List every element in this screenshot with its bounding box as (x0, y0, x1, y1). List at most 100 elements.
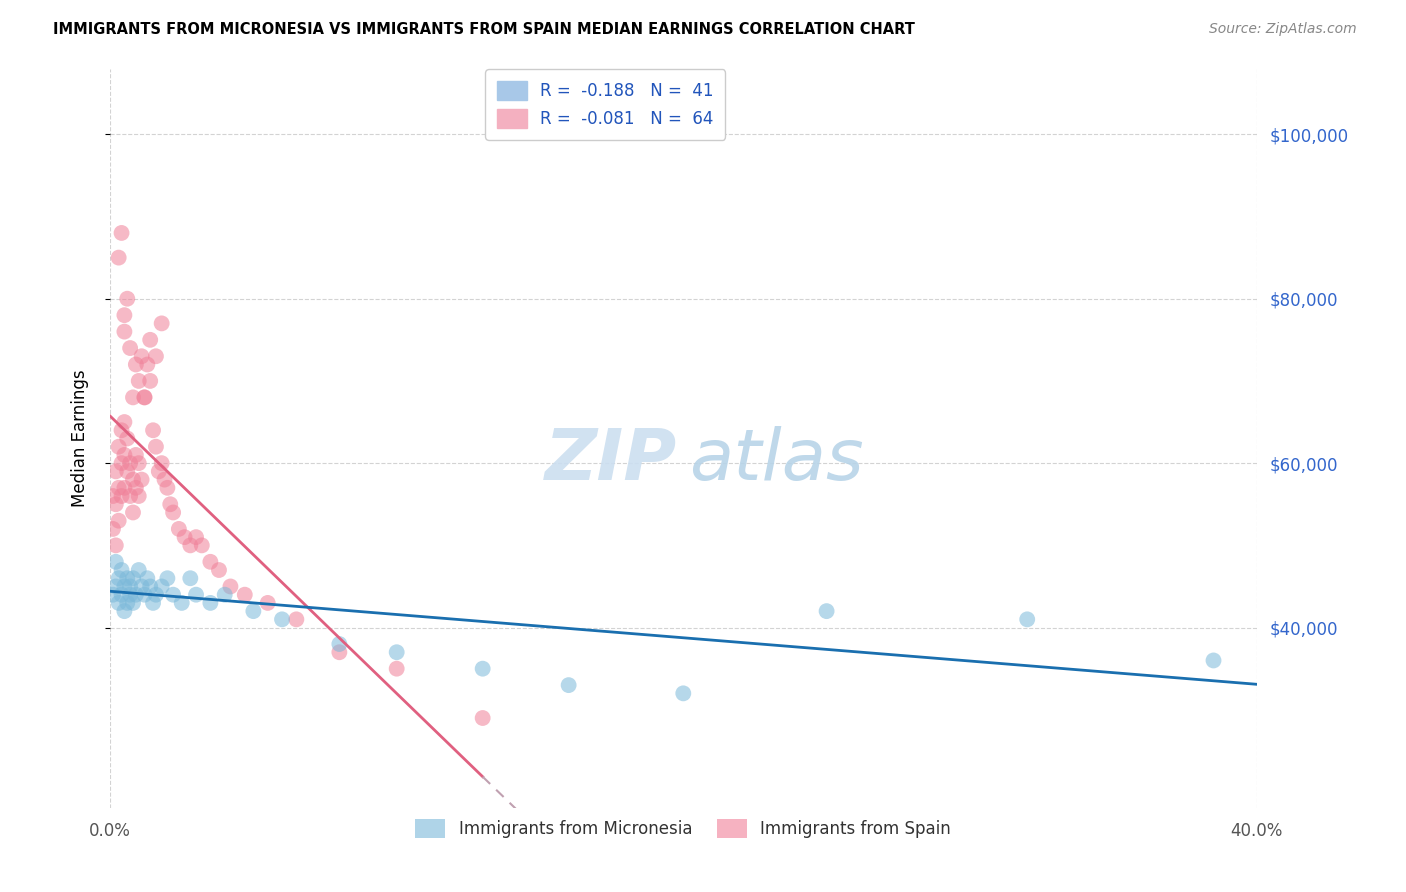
Point (471, 711, 494, 725)
Point (385, 662, 408, 676)
Point (131, 579, 153, 593)
Point (110, 563, 132, 577)
Point (122, 596, 145, 610)
Point (385, 645, 408, 659)
Point (107, 514, 129, 528)
Point (191, 538, 214, 552)
Point (142, 596, 165, 610)
Point (134, 588, 156, 602)
Point (134, 390, 156, 404)
Point (131, 473, 153, 487)
Point (139, 333, 162, 347)
Point (145, 440, 167, 454)
Point (208, 563, 231, 577)
Point (110, 226, 132, 240)
Point (179, 571, 201, 585)
Point (167, 522, 190, 536)
Point (125, 448, 148, 462)
Point (120, 341, 142, 355)
Point (104, 497, 127, 511)
Point (150, 317, 173, 331)
Point (131, 349, 153, 363)
Point (136, 571, 159, 585)
Point (219, 579, 242, 593)
Point (672, 686, 695, 700)
Point (471, 662, 494, 676)
Text: atlas: atlas (689, 426, 863, 495)
Point (128, 563, 150, 577)
Point (153, 473, 176, 487)
Point (120, 456, 142, 470)
Point (104, 579, 127, 593)
Point (117, 596, 139, 610)
Point (110, 588, 132, 602)
Point (117, 292, 139, 306)
Point (117, 464, 139, 478)
Point (233, 588, 256, 602)
Y-axis label: Median Earnings: Median Earnings (72, 369, 89, 508)
Point (101, 522, 124, 536)
Point (110, 423, 132, 437)
Point (107, 596, 129, 610)
Point (815, 604, 838, 618)
Point (120, 588, 142, 602)
Point (142, 423, 165, 437)
Point (145, 349, 167, 363)
Point (112, 415, 135, 429)
Point (122, 390, 145, 404)
Point (184, 530, 207, 544)
Point (101, 588, 124, 602)
Point (117, 432, 139, 446)
Point (150, 579, 173, 593)
Point (139, 579, 162, 593)
Point (214, 588, 236, 602)
Text: IMMIGRANTS FROM MICRONESIA VS IMMIGRANTS FROM SPAIN MEDIAN EARNINGS CORRELATION : IMMIGRANTS FROM MICRONESIA VS IMMIGRANTS… (53, 22, 915, 37)
Point (136, 358, 159, 372)
Point (117, 571, 139, 585)
Point (104, 555, 127, 569)
Point (112, 308, 135, 322)
Point (125, 481, 148, 495)
Point (256, 596, 278, 610)
Point (107, 251, 129, 265)
Point (285, 612, 308, 626)
Point (107, 440, 129, 454)
Point (271, 612, 294, 626)
Point (159, 497, 181, 511)
Point (112, 481, 135, 495)
Point (200, 596, 222, 610)
Point (156, 481, 179, 495)
Point (139, 374, 162, 388)
Point (110, 456, 132, 470)
Point (184, 588, 207, 602)
Point (557, 678, 579, 692)
Point (128, 456, 150, 470)
Point (328, 637, 350, 651)
Point (110, 489, 132, 503)
Point (1017, 612, 1039, 626)
Point (107, 481, 129, 495)
Point (122, 473, 145, 487)
Point (150, 456, 173, 470)
Point (104, 464, 127, 478)
Point (104, 538, 127, 552)
Point (145, 588, 167, 602)
Point (134, 390, 156, 404)
Point (162, 506, 184, 520)
Point (122, 571, 145, 585)
Point (120, 489, 142, 503)
Legend: Immigrants from Micronesia, Immigrants from Spain: Immigrants from Micronesia, Immigrants f… (409, 812, 957, 845)
Point (122, 506, 145, 520)
Point (173, 530, 195, 544)
Point (128, 489, 150, 503)
Text: ZIP: ZIP (546, 426, 678, 495)
Point (112, 448, 135, 462)
Point (112, 579, 135, 593)
Text: Source: ZipAtlas.com: Source: ZipAtlas.com (1209, 22, 1357, 37)
Point (107, 571, 129, 585)
Point (120, 579, 142, 593)
Point (101, 489, 124, 503)
Point (128, 374, 150, 388)
Point (200, 555, 222, 569)
Point (328, 645, 350, 659)
